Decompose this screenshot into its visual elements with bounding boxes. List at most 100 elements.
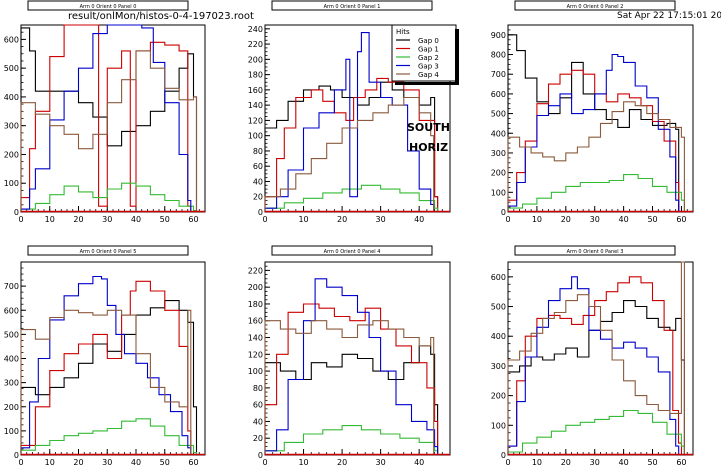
legend-shadow xyxy=(455,29,459,83)
x-tick-label: 30 xyxy=(102,215,112,224)
timestamp-label: Sat Apr 22 17:15:01 2006 xyxy=(617,11,721,21)
panel-title-box xyxy=(271,245,433,256)
y-tick-label: 0 xyxy=(258,451,263,460)
series-gap4 xyxy=(264,96,435,212)
plot-frame xyxy=(20,24,206,213)
series-gap3 xyxy=(264,278,439,455)
y-tick-label: 140 xyxy=(248,101,263,110)
series-gap2 xyxy=(264,425,439,455)
x-tick-label: 40 xyxy=(131,458,141,467)
y-tick-label: 20 xyxy=(253,193,263,202)
panel-title-box xyxy=(271,0,433,11)
x-tick-label: 60 xyxy=(676,215,686,224)
y-tick-label: 100 xyxy=(248,367,263,376)
x-tick-label: 30 xyxy=(590,215,600,224)
y-tick-label: 400 xyxy=(491,129,506,138)
annotation-horiz: HORIZ xyxy=(409,141,448,154)
x-tick-label: 20 xyxy=(561,458,571,467)
x-tick-label: 20 xyxy=(73,458,83,467)
y-tick-label: 600 xyxy=(4,35,19,44)
series-gap3 xyxy=(20,24,192,212)
legend-entry: Gap 2 xyxy=(418,54,439,62)
y-tick-label: 100 xyxy=(491,421,506,430)
x-tick-label: 0 xyxy=(262,215,267,224)
x-tick-label: 20 xyxy=(337,215,347,224)
series-gap2 xyxy=(20,418,198,455)
y-tick-label: 800 xyxy=(491,51,506,60)
y-tick-label: 180 xyxy=(248,300,263,309)
panel-title: Arm 0 Orient 0 Panel 4 xyxy=(324,249,381,255)
histogram-panel-1: Arm 0 Orient 0 Panel 0010020030040050060… xyxy=(4,0,206,224)
y-tick-label: 60 xyxy=(253,401,263,410)
y-tick-label: 300 xyxy=(4,379,19,388)
series-gap0 xyxy=(264,81,439,212)
y-tick-label: 220 xyxy=(248,40,263,49)
x-tick-label: 10 xyxy=(532,215,542,224)
y-tick-label: 140 xyxy=(248,334,263,343)
series-gap3 xyxy=(20,275,192,455)
y-tick-label: 200 xyxy=(491,392,506,401)
x-tick-label: 10 xyxy=(45,215,55,224)
series-gap2 xyxy=(264,184,439,212)
y-tick-label: 500 xyxy=(491,110,506,119)
histogram-panel-3: Arm 0 Orient 0 Panel 2010020030040050060… xyxy=(491,0,694,224)
x-tick-label: 60 xyxy=(188,458,198,467)
x-tick-label: 30 xyxy=(102,458,112,467)
x-tick-label: 50 xyxy=(647,215,657,224)
y-tick-label: 300 xyxy=(4,122,19,131)
series-gap0 xyxy=(20,300,198,455)
y-tick-label: 240 xyxy=(248,25,263,34)
x-tick-label: 10 xyxy=(298,215,308,224)
series-gap0 xyxy=(20,27,198,212)
y-tick-label: 120 xyxy=(248,350,263,359)
x-tick-label: 10 xyxy=(532,458,542,467)
series-gap1 xyxy=(264,303,439,455)
legend-box xyxy=(391,24,457,82)
series-gap4 xyxy=(507,101,685,212)
x-tick-label: 60 xyxy=(188,215,198,224)
x-tick-label: 30 xyxy=(376,215,386,224)
x-tick-label: 50 xyxy=(160,458,170,467)
x-tick-label: 40 xyxy=(619,215,629,224)
x-tick-label: 0 xyxy=(18,458,23,467)
series-gap0 xyxy=(507,34,680,212)
series-gap4 xyxy=(507,261,685,455)
y-tick-label: 160 xyxy=(248,317,263,326)
x-tick-label: 40 xyxy=(131,215,141,224)
legend-entry: Gap 3 xyxy=(418,63,439,71)
x-tick-label: 0 xyxy=(505,215,510,224)
x-tick-label: 20 xyxy=(337,458,347,467)
legend-entry: Gap 4 xyxy=(418,71,439,79)
panel-title-box xyxy=(514,0,676,11)
x-tick-label: 40 xyxy=(414,215,424,224)
histogram-panel-6: Arm 0 Orient 0 Panel 3010020030040050060… xyxy=(491,245,694,467)
legend-entry: Gap 1 xyxy=(418,46,439,54)
series-gap3 xyxy=(507,53,680,212)
series-gap1 xyxy=(507,276,683,455)
y-tick-label: 200 xyxy=(491,169,506,178)
x-tick-label: 40 xyxy=(619,458,629,467)
x-tick-label: 0 xyxy=(18,215,23,224)
series-gap1 xyxy=(507,69,680,212)
y-tick-label: 300 xyxy=(491,362,506,371)
annotation-south: SOUTH xyxy=(407,121,450,134)
panel-title: Arm 0 Orient 0 Panel 0 xyxy=(80,4,137,10)
y-tick-label: 100 xyxy=(248,132,263,141)
panel-title: Arm 0 Orient 0 Panel 5 xyxy=(80,249,137,255)
plot-frame xyxy=(507,24,694,213)
y-tick-label: 700 xyxy=(491,70,506,79)
y-tick-label: 500 xyxy=(491,303,506,312)
y-tick-label: 0 xyxy=(14,451,19,460)
y-tick-label: 500 xyxy=(4,330,19,339)
y-tick-label: 0 xyxy=(501,451,506,460)
y-tick-label: 400 xyxy=(4,355,19,364)
panel-title: Arm 0 Orient 0 Panel 1 xyxy=(324,4,381,10)
y-tick-label: 100 xyxy=(491,188,506,197)
x-tick-label: 30 xyxy=(590,458,600,467)
x-tick-label: 30 xyxy=(376,458,386,467)
file-path-label: result/onlMon/histos-0-4-197023.root xyxy=(68,11,254,22)
y-tick-label: 200 xyxy=(248,283,263,292)
y-tick-label: 0 xyxy=(14,208,19,217)
